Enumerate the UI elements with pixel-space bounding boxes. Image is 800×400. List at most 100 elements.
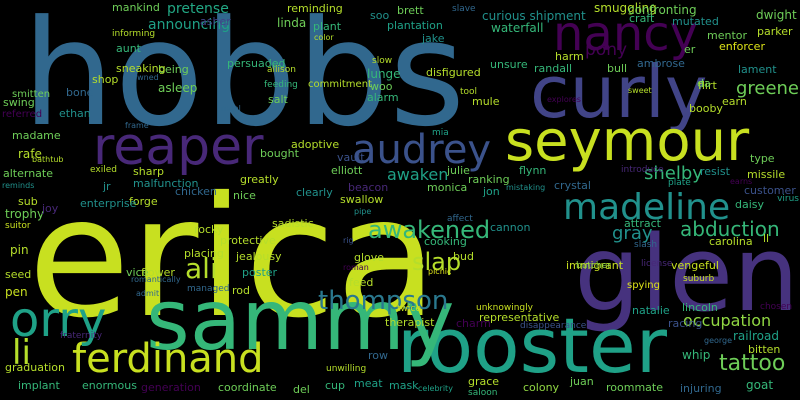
word-pony: pony [585,40,628,60]
word-greatly: greatly [240,173,279,186]
word-shelby: shelby [644,163,703,184]
word-vengeful: vengeful [671,259,719,272]
word-celebrity: celebrity [418,384,453,393]
word-unwilling: unwilling [326,364,367,374]
word-managed: managed [187,284,230,294]
word-grace: grace [468,375,500,388]
word-tool: tool [460,87,478,97]
word-jake: jake [422,32,445,45]
word-parker: parker [757,25,793,38]
word-adoptive: adoptive [291,138,340,151]
word-curious-shipment: curious shipment [482,9,586,23]
word-color: color [314,33,334,42]
word-slow: slow [372,56,393,66]
word-malfunction: malfunction [133,177,199,190]
word-lament: lament [738,63,777,76]
word-type: type [750,152,775,165]
word-feeding: feeding [264,80,298,90]
word-gray: gray [612,223,653,244]
word-crystal: crystal [554,179,591,192]
word-occupation: occupation [683,311,772,330]
word-jon: jon [483,185,500,198]
word-persuaded: persuaded [227,57,286,70]
word-charm: charm [456,317,491,330]
word-flynn: flynn [519,164,547,177]
word-jr: jr [103,180,111,193]
word-roman: roman [343,263,369,272]
word-roommate: roommate [606,381,663,394]
word-aunt: aunt [116,42,141,55]
word-twice: twice [397,304,421,314]
word-asher: asher [200,15,231,28]
word-da: da [697,77,711,90]
word-rig: rig [343,236,354,245]
word-row: row [368,349,389,362]
word-salt: salt [268,93,288,106]
word-awakened: awakened [368,216,491,244]
word-erica: erica [28,162,438,355]
word-announcing: announcing [148,17,230,33]
word-jealousy: jealousy [236,250,282,263]
word-sammy: sammy [146,271,455,369]
word-missile: missile [747,168,786,181]
word-confronting: confronting [628,3,697,17]
word-clearly: clearly [296,186,333,199]
word-meal: meal [221,104,241,113]
word-earn: earn [722,95,747,108]
word-bull: bull [607,62,628,75]
word-feed: feed [349,276,374,289]
word-joy: joy [42,202,59,215]
word-reminding: reminding [287,2,343,15]
word-rooster: rooster [397,301,667,390]
word-implant: implant [18,379,60,392]
word-unsure: unsure [490,58,528,71]
word-poster: poster [242,266,278,279]
word-plantation: plantation [387,19,443,32]
word-saloon: saloon [468,388,498,398]
word-swallow: swallow [340,193,384,206]
word-seymour: seymour [505,109,750,174]
word-meat: meat [354,377,383,390]
word-being: being [158,63,189,76]
word-soo: soo [370,9,390,22]
word-natalie: natalie [632,304,670,317]
word-introduce: introduce [621,165,664,175]
word-glove: glove [354,251,385,264]
word-nice: nice [233,189,256,202]
word-bud: bud [453,250,474,263]
word-asleep: asleep [158,81,198,95]
word-greene: greene [735,78,799,99]
word-ethan: ethan [59,107,91,120]
word-vice: vice [126,266,149,279]
word-slap: slap [412,248,462,276]
word-sadistic: sadistic [272,217,314,230]
word-goat: goat [746,378,774,392]
word-sharp: sharp [133,165,164,178]
word-curly: curly [530,50,708,134]
word-harm: harm [555,50,584,63]
word-mask: mask [389,379,419,392]
word-vault: vault [337,151,365,164]
word-shop: shop [92,73,119,86]
word-seed: seed [5,268,32,281]
word-sub: sub [18,195,38,208]
word-plate: plate [668,178,691,188]
word-picnic: picnic [428,267,452,276]
word-swing: swing [3,96,35,109]
word-flower: flower [141,266,175,279]
word-cooking: cooking [424,235,467,248]
word-therapist: therapist [385,316,435,329]
word-linda: linda [277,16,307,30]
word-awaken: awaken [387,165,449,184]
word-pipe: pipe [354,207,372,216]
word-audrey: audrey [352,127,492,173]
word-ll: ll [763,232,770,245]
word-attract: attract [624,217,661,230]
word-er: er [684,43,696,56]
word-coordinate: coordinate [218,381,277,394]
word-juan: juan [570,375,594,388]
word-mia: mia [432,128,449,138]
word-abduction: abduction [680,217,780,241]
word-drowned: drowned [124,73,159,82]
word-monica: monica [427,181,468,194]
